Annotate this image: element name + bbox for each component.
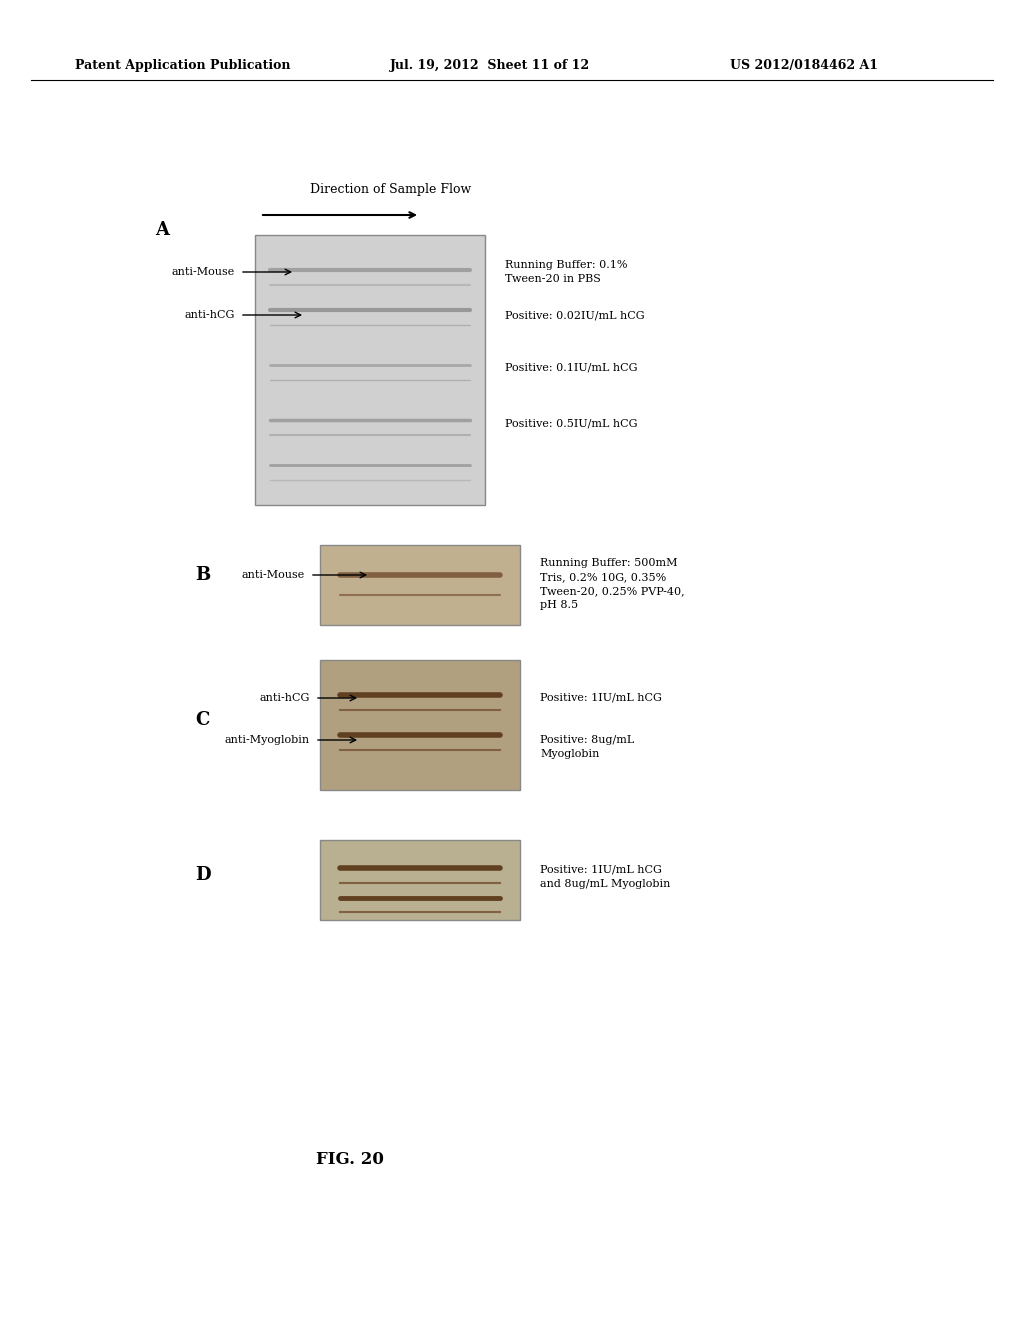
FancyBboxPatch shape [255, 235, 485, 506]
Text: anti-hCG: anti-hCG [260, 693, 310, 704]
Text: Running Buffer: 500mM: Running Buffer: 500mM [540, 558, 678, 568]
Text: C: C [195, 711, 209, 729]
Text: and 8ug/mL Myoglobin: and 8ug/mL Myoglobin [540, 879, 671, 888]
Text: A: A [155, 220, 169, 239]
Text: Tween-20 in PBS: Tween-20 in PBS [505, 275, 601, 284]
Text: B: B [195, 566, 210, 583]
Text: Positive: 0.02IU/mL hCG: Positive: 0.02IU/mL hCG [505, 310, 645, 319]
Text: Tris, 0.2% 10G, 0.35%: Tris, 0.2% 10G, 0.35% [540, 572, 667, 582]
Text: Positive: 0.1IU/mL hCG: Positive: 0.1IU/mL hCG [505, 363, 638, 374]
Text: pH 8.5: pH 8.5 [540, 601, 579, 610]
FancyBboxPatch shape [319, 545, 520, 624]
Text: Direction of Sample Flow: Direction of Sample Flow [310, 183, 471, 197]
FancyBboxPatch shape [319, 840, 520, 920]
Text: Running Buffer: 0.1%: Running Buffer: 0.1% [505, 260, 628, 271]
Text: US 2012/0184462 A1: US 2012/0184462 A1 [730, 58, 878, 71]
Text: D: D [195, 866, 211, 884]
FancyBboxPatch shape [319, 660, 520, 789]
Text: Myoglobin: Myoglobin [540, 748, 599, 759]
Text: anti-Myoglobin: anti-Myoglobin [225, 735, 310, 744]
Text: anti-Mouse: anti-Mouse [242, 570, 305, 579]
Text: anti-hCG: anti-hCG [184, 310, 234, 319]
Text: Positive: 1IU/mL hCG: Positive: 1IU/mL hCG [540, 865, 662, 875]
Text: Positive: 1IU/mL hCG: Positive: 1IU/mL hCG [540, 693, 662, 704]
Text: anti-Mouse: anti-Mouse [172, 267, 234, 277]
Text: Patent Application Publication: Patent Application Publication [75, 58, 291, 71]
Text: FIG. 20: FIG. 20 [316, 1151, 384, 1168]
Text: Tween-20, 0.25% PVP-40,: Tween-20, 0.25% PVP-40, [540, 586, 685, 597]
Text: Positive: 8ug/mL: Positive: 8ug/mL [540, 735, 634, 744]
Text: Jul. 19, 2012  Sheet 11 of 12: Jul. 19, 2012 Sheet 11 of 12 [390, 58, 590, 71]
Text: Positive: 0.5IU/mL hCG: Positive: 0.5IU/mL hCG [505, 418, 638, 428]
